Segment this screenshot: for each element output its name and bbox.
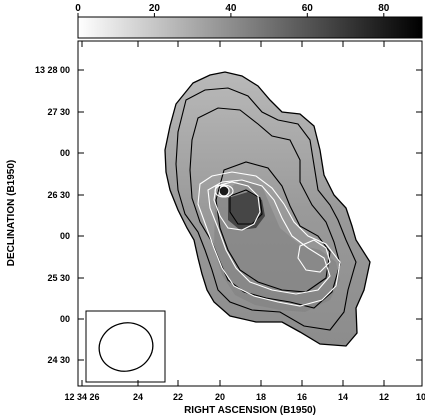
y-tick-label: 27 30 (47, 107, 70, 117)
x-tick-label: 20 (215, 392, 225, 402)
x-tick-label: 10 (416, 392, 425, 402)
x-tick-labels: 12 34 26 24 22 20 18 16 14 12 10 (64, 392, 425, 402)
x-axis-title: RIGHT ASCENSION (B1950) (184, 405, 316, 416)
colorbar-tick-label: 20 (149, 3, 161, 14)
beam-inset (85, 310, 166, 383)
x-tick-label: 14 (338, 392, 348, 402)
source-emission (164, 71, 371, 347)
y-tick-labels: 13 28 00 27 30 00 26 30 00 25 30 00 24 3… (35, 65, 70, 365)
x-tick-label: 12 (379, 392, 389, 402)
beam-ellipse (98, 322, 154, 372)
colorbar-gradient (77, 16, 423, 39)
x-tick-label: 22 (173, 392, 183, 402)
black-contour (175, 87, 357, 331)
x-tick-label: 24 (133, 392, 143, 402)
colorbar: 0 20 40 60 80 (75, 3, 423, 39)
x-tick-label: 16 (297, 392, 307, 402)
y-tick-label: 00 (60, 148, 70, 158)
colorbar-tick-labels: 0 20 40 60 80 (75, 3, 390, 14)
axis-ticks (78, 41, 422, 386)
colorbar-tick-label: 40 (225, 3, 237, 14)
y-tick-label: 00 (60, 231, 70, 241)
y-tick-label: 00 (60, 314, 70, 324)
y-tick-label: 24 30 (47, 355, 70, 365)
colorbar-tick-label: 80 (378, 3, 390, 14)
x-tick-label: 12 34 26 (64, 392, 99, 402)
black-contour (215, 161, 331, 293)
x-tick-label: 18 (256, 392, 266, 402)
white-contour (213, 181, 261, 231)
white-contour (297, 239, 331, 273)
y-tick-label: 25 30 (47, 273, 70, 283)
colorbar-tick-label: 60 (302, 3, 314, 14)
colorbar-ticks (77, 13, 385, 17)
white-contour (214, 184, 234, 198)
y-axis-title: DECLINATION (B1950) (6, 160, 17, 267)
white-contour (197, 171, 341, 307)
colorbar-tick-label: 0 (75, 3, 81, 14)
white-contour (207, 179, 331, 295)
compact-core (218, 185, 230, 197)
y-tick-label: 13 28 00 (35, 65, 70, 75)
y-tick-label: 26 30 (47, 190, 70, 200)
black-contour (189, 107, 341, 309)
